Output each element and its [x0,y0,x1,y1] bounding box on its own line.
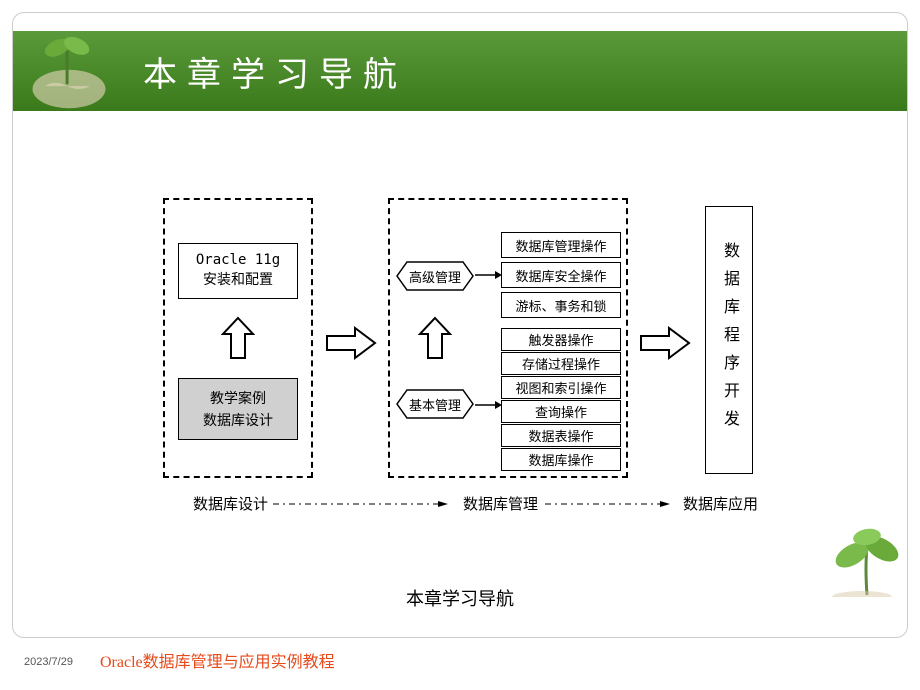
flowchart-diagram: Oracle 11g 安装和配置 教学案例 数据库设计 数据库设计 高级管理 基… [133,188,833,528]
sprout-icon [21,17,117,113]
diagram-caption: 本章学习导航 [13,585,907,611]
arrow-hex-top-icon [475,270,503,280]
arrow-right-2-icon [639,326,691,360]
arrow-right-1-icon [325,326,377,360]
item-query-op: 查询操作 [501,400,621,423]
dotted-connector-1 [273,500,453,508]
item-db-op: 数据库操作 [501,448,621,471]
label-db-design: 数据库设计 [193,493,268,514]
hex-advanced-manage: 高级管理 [395,260,475,292]
item-view-index-op: 视图和索引操作 [501,376,621,399]
box-line2: 安装和配置 [203,271,273,291]
dotted-connector-2 [545,500,673,508]
item-cursor-tx-lock: 游标、事务和锁 [501,292,621,318]
item-procedure-op: 存储过程操作 [501,352,621,375]
label-db-manage: 数据库管理 [463,493,538,514]
slide-frame: 本章学习导航 Oracle 11g 安装和配置 教学案例 数据库设计 数据库设计… [12,12,908,638]
footer-title: Oracle数据库管理与应用实例教程 [100,648,335,672]
item-trigger-op: 触发器操作 [501,328,621,351]
item-db-manage-op: 数据库管理操作 [501,232,621,258]
item-db-security-op: 数据库安全操作 [501,262,621,288]
item-table-op: 数据表操作 [501,424,621,447]
arrow-hex-bottom-icon [475,400,503,410]
header-banner: 本章学习导航 [13,31,907,111]
box-teaching-case: 教学案例 数据库设计 [178,378,298,440]
box-line2: 数据库设计 [203,409,273,431]
arrow-up-2-icon [418,316,452,366]
hex-basic-manage: 基本管理 [395,388,475,420]
box-line1: Oracle 11g [196,251,280,271]
arrow-up-icon [221,316,255,366]
page-title: 本章学习导航 [143,47,407,96]
box-db-app-dev: 数据库程序开发 [705,206,753,474]
box-line1: 教学案例 [210,387,266,409]
corner-plant-icon [807,517,907,597]
box-oracle-install: Oracle 11g 安装和配置 [178,243,298,299]
label-db-app: 数据库应用 [683,493,758,514]
footer-date: 2023/7/29 [24,656,73,668]
